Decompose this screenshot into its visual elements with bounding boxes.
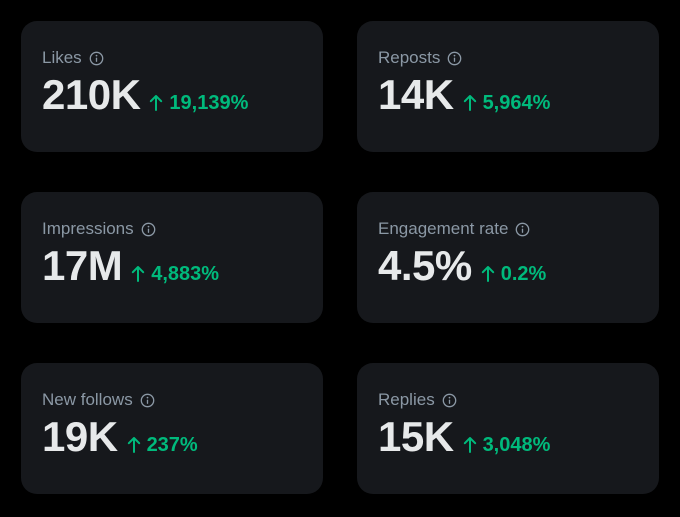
metric-value: 210K (42, 71, 141, 118)
metric-change: 0.2% (481, 263, 547, 286)
info-circle-icon[interactable] (442, 393, 457, 408)
metric-change-value: 3,048% (482, 434, 551, 456)
metric-change-value: 19,139% (169, 92, 249, 114)
metric-label: Replies (378, 390, 435, 409)
metric-card-replies: Replies 15K 3,048% (357, 363, 659, 494)
metric-label: New follows (42, 390, 133, 409)
metric-value-row: 15K 3,048% (378, 414, 638, 460)
metric-change-value: 237% (146, 434, 198, 456)
metric-change: 5,964% (463, 92, 551, 115)
metric-value-row: 17M 4,883% (42, 243, 302, 289)
metric-label-row: Impressions (42, 219, 302, 239)
metric-change-value: 4,883% (151, 263, 220, 285)
metric-card-reposts: Reposts 14K 5,964% (357, 21, 659, 152)
metric-value-row: 210K 19,139% (42, 72, 302, 118)
arrow-up-icon (481, 265, 495, 282)
metric-label: Engagement rate (378, 219, 509, 238)
metric-label-row: Reposts (378, 48, 638, 68)
info-circle-icon[interactable] (140, 393, 155, 408)
metric-value-row: 19K 237% (42, 414, 302, 460)
info-circle-icon[interactable] (515, 222, 530, 237)
metric-change: 19,139% (149, 92, 248, 115)
metric-label: Likes (42, 48, 82, 67)
metric-card-likes: Likes 210K 19,139% (21, 21, 323, 152)
metric-card-impressions: Impressions 17M 4,883% (21, 192, 323, 323)
metric-change: 3,048% (463, 434, 551, 457)
metric-value: 15K (378, 413, 454, 460)
metric-change-value: 5,964% (482, 92, 551, 114)
arrow-up-icon (127, 436, 141, 453)
info-circle-icon[interactable] (447, 51, 462, 66)
metric-label: Impressions (42, 219, 134, 238)
metric-value: 4.5% (378, 242, 472, 289)
metric-value-row: 14K 5,964% (378, 72, 638, 118)
metric-label-row: Replies (378, 390, 638, 410)
metric-change: 237% (127, 434, 198, 457)
info-circle-icon[interactable] (89, 51, 104, 66)
metric-value: 17M (42, 242, 123, 289)
metric-card-engagement-rate: Engagement rate 4.5% 0.2% (357, 192, 659, 323)
metric-label: Reposts (378, 48, 441, 67)
metric-value-row: 4.5% 0.2% (378, 243, 638, 289)
metric-value: 19K (42, 413, 118, 460)
arrow-up-icon (149, 94, 163, 111)
metric-label-row: New follows (42, 390, 302, 410)
arrow-up-icon (463, 436, 477, 453)
metric-label-row: Engagement rate (378, 219, 638, 239)
arrow-up-icon (131, 265, 145, 282)
metric-card-new-follows: New follows 19K 237% (21, 363, 323, 494)
metric-label-row: Likes (42, 48, 302, 68)
metrics-grid: Likes 210K 19,139% Reposts 14K (21, 21, 659, 494)
arrow-up-icon (463, 94, 477, 111)
metric-value: 14K (378, 71, 454, 118)
info-circle-icon[interactable] (141, 222, 156, 237)
metric-change: 4,883% (131, 263, 219, 286)
metric-change-value: 0.2% (500, 263, 547, 285)
